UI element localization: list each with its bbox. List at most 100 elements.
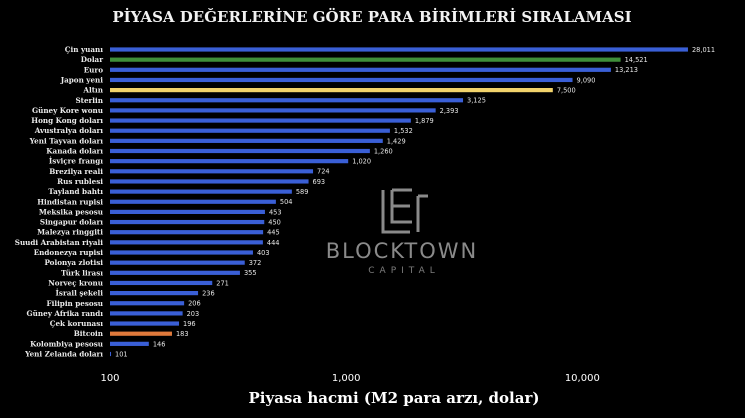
category-label: Hong Kong doları bbox=[31, 116, 103, 125]
bar-23 bbox=[110, 280, 213, 286]
bar-24 bbox=[110, 291, 199, 296]
value-label: 236 bbox=[202, 290, 215, 298]
category-label: Endonezya rupisi bbox=[34, 248, 104, 257]
value-label: 1,020 bbox=[352, 158, 371, 166]
bar-20 bbox=[110, 250, 253, 255]
value-label: 444 bbox=[267, 239, 280, 247]
x-tick-label: 100 bbox=[100, 373, 119, 384]
category-label: Brezilya reali bbox=[49, 167, 103, 176]
bar-19 bbox=[110, 240, 263, 245]
value-label: 445 bbox=[267, 229, 280, 237]
value-label: 453 bbox=[269, 208, 282, 216]
x-tick-label: 10,000 bbox=[565, 373, 600, 384]
category-label: Norveç kronu bbox=[48, 278, 103, 287]
chart-title: PİYASA DEĞERLERİNE GÖRE PARA BİRİMLERİ S… bbox=[112, 7, 631, 26]
bar-30 bbox=[110, 351, 112, 357]
bar-6 bbox=[110, 108, 436, 113]
category-label: Bitcoin bbox=[74, 329, 104, 338]
category-label: Altın bbox=[82, 86, 103, 95]
category-label: Singapur doları bbox=[40, 218, 103, 227]
category-label: Yeni Zelanda doları bbox=[24, 350, 103, 359]
bar-18 bbox=[110, 230, 264, 235]
value-label: 450 bbox=[268, 218, 281, 226]
value-label: 1,429 bbox=[387, 137, 406, 145]
value-label: 196 bbox=[183, 320, 196, 328]
value-label: 1,260 bbox=[374, 147, 393, 155]
category-label: Dolar bbox=[81, 55, 103, 64]
bar-9 bbox=[110, 138, 383, 143]
bar-25 bbox=[110, 301, 185, 306]
watermark-brand: BLOCKTOWN bbox=[326, 239, 479, 263]
x-tick-label: 1,000 bbox=[332, 373, 361, 384]
category-label: Türk lirası bbox=[61, 268, 103, 277]
category-label: Hindistan rupisi bbox=[37, 197, 103, 206]
category-label: İsviçre frangı bbox=[49, 157, 103, 166]
value-label: 3,125 bbox=[467, 97, 486, 105]
category-label: Avustralya doları bbox=[34, 126, 104, 135]
value-label: 589 bbox=[296, 188, 309, 196]
value-label: 7,500 bbox=[557, 87, 576, 95]
category-label: Filipin pesosu bbox=[47, 299, 104, 308]
value-label: 271 bbox=[216, 279, 229, 287]
value-label: 724 bbox=[317, 168, 330, 176]
bar-28 bbox=[110, 331, 172, 336]
value-label: 146 bbox=[153, 340, 166, 348]
value-label: 1,532 bbox=[394, 127, 413, 135]
value-label: 13,213 bbox=[615, 66, 638, 74]
bar-3 bbox=[110, 77, 573, 83]
category-label: Tayland bahtı bbox=[48, 187, 103, 196]
category-label: Kanada doları bbox=[46, 147, 103, 156]
value-label: 504 bbox=[280, 198, 293, 206]
bar-12 bbox=[110, 169, 314, 174]
value-label: 9,090 bbox=[577, 76, 596, 84]
value-label: 203 bbox=[187, 310, 200, 318]
category-label: Güney Kore wonu bbox=[32, 106, 103, 115]
category-label: Euro bbox=[84, 65, 103, 74]
category-label: Yeni Tayvan doları bbox=[29, 136, 104, 145]
value-label: 693 bbox=[313, 178, 326, 186]
bar-1 bbox=[110, 57, 621, 62]
value-label: 403 bbox=[257, 249, 270, 257]
bar-5 bbox=[110, 98, 464, 103]
bar-0 bbox=[110, 47, 688, 52]
bar-11 bbox=[110, 159, 349, 164]
bar-29 bbox=[110, 341, 149, 346]
bar-14 bbox=[110, 189, 292, 194]
watermark-logo: BLOCKTOWN CAPITAL bbox=[326, 188, 479, 276]
category-label: Sterlin bbox=[75, 96, 103, 105]
value-label: 372 bbox=[249, 259, 262, 267]
watermark-subtitle: CAPITAL bbox=[368, 266, 440, 276]
bar-17 bbox=[110, 219, 265, 225]
bar-21 bbox=[110, 260, 245, 265]
category-label: Çek korunası bbox=[50, 319, 103, 328]
category-label: Malezya ringgiti bbox=[37, 228, 103, 237]
value-label: 28,011 bbox=[692, 46, 715, 54]
category-label: Suudi Arabistan riyali bbox=[15, 238, 104, 247]
bar-27 bbox=[110, 321, 180, 326]
category-label: Güney Afrika randı bbox=[27, 309, 104, 318]
value-label: 14,521 bbox=[625, 56, 648, 64]
bar-7 bbox=[110, 118, 411, 123]
bar-16 bbox=[110, 209, 265, 214]
bar-13 bbox=[110, 179, 309, 184]
bar-26 bbox=[110, 311, 183, 316]
category-label: Japon yeni bbox=[60, 75, 104, 84]
value-label: 101 bbox=[115, 350, 128, 358]
category-label: Rus rublesi bbox=[57, 177, 103, 186]
bar-4 bbox=[110, 88, 553, 93]
bar-8 bbox=[110, 128, 390, 133]
value-label: 206 bbox=[188, 300, 201, 308]
value-label: 183 bbox=[176, 330, 189, 338]
bars-layer: Çin yuanı 28,011 Dolar 14,521 Euro 13,213 Japo… bbox=[15, 45, 715, 359]
category-label: İsrail şekeli bbox=[56, 289, 104, 298]
category-label: Meksika pesosu bbox=[39, 207, 103, 216]
bar-10 bbox=[110, 148, 370, 154]
value-label: 2,393 bbox=[440, 107, 459, 115]
value-label: 1,879 bbox=[415, 117, 434, 125]
x-axis-label: Piyasa hacmi (M2 para arzı, dolar) bbox=[249, 389, 540, 407]
category-label: Çin yuanı bbox=[65, 45, 103, 54]
category-label: Polonya zlotisi bbox=[44, 258, 103, 267]
bar-15 bbox=[110, 199, 276, 204]
value-label: 355 bbox=[244, 269, 257, 277]
